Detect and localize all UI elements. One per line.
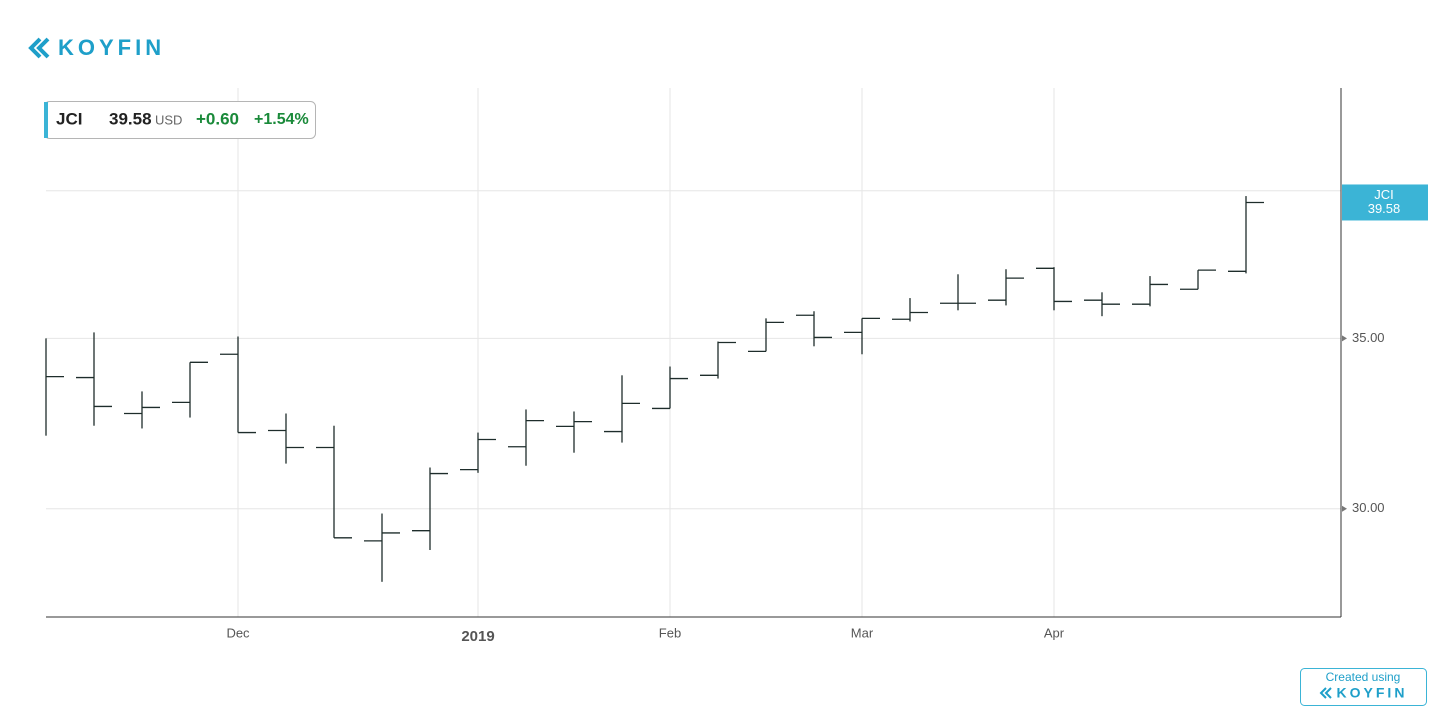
y-tick-label: 30.00 bbox=[1352, 500, 1385, 515]
logo-text: KOYFIN bbox=[58, 35, 165, 60]
x-tick-label: Apr bbox=[1044, 625, 1065, 640]
chip-ticker: JCI bbox=[56, 109, 82, 128]
x-tick-label: Feb bbox=[659, 625, 681, 640]
chip-change: +0.60 bbox=[196, 109, 239, 128]
price-tag bbox=[1342, 184, 1428, 221]
x-tick-label: 2019 bbox=[461, 628, 494, 645]
price-tag-value: 39.58 bbox=[1368, 201, 1401, 216]
badge-logo: KOYFIN bbox=[1337, 685, 1408, 701]
y-tick-mark bbox=[1342, 505, 1347, 512]
quote-chip: JCI 39.58 USD +0.60 +1.54% bbox=[44, 101, 316, 139]
badge-box bbox=[1300, 668, 1427, 706]
y-tick-mark bbox=[1342, 335, 1347, 342]
chip-price: 39.58 bbox=[109, 109, 152, 128]
logo: KOYFIN bbox=[28, 35, 165, 60]
badge-icon bbox=[1319, 687, 1332, 699]
chip-change-pct: +1.54% bbox=[254, 111, 309, 128]
chip-currency: USD bbox=[155, 112, 182, 127]
x-tick-label: Mar bbox=[851, 625, 874, 640]
y-tick-label: 35.00 bbox=[1352, 330, 1385, 345]
logo-icon bbox=[28, 37, 50, 59]
chip-accent bbox=[44, 102, 48, 138]
x-tick-label: Dec bbox=[226, 625, 250, 640]
footer-badge: Created using KOYFIN bbox=[1300, 668, 1427, 706]
price-tag-name: JCI bbox=[1374, 187, 1394, 202]
badge-caption: Created using bbox=[1326, 670, 1401, 684]
